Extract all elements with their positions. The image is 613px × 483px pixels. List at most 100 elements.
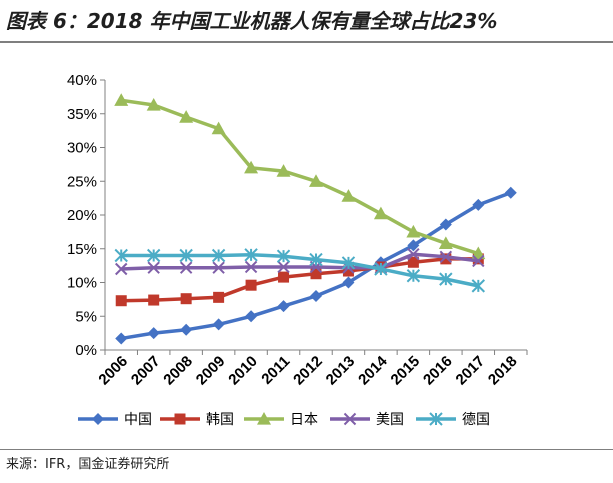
data-point: [114, 93, 129, 106]
series-line: [120, 98, 479, 256]
legend-label: 中国: [124, 412, 152, 428]
y-tick-label: 35%: [67, 106, 97, 123]
data-point: [212, 318, 225, 331]
data-point: [310, 290, 322, 302]
data-point: [212, 261, 225, 274]
data-point: [146, 248, 161, 263]
x-tick-label: 2015: [388, 353, 424, 389]
y-tick-label: 40%: [67, 72, 97, 89]
series-group: [114, 248, 486, 293]
data-point: [504, 186, 517, 199]
data-point: [438, 236, 453, 249]
data-point: [471, 279, 486, 293]
data-point: [245, 279, 257, 291]
data-point: [309, 174, 323, 187]
data-point: [211, 121, 226, 135]
y-tick-label: 30%: [67, 140, 97, 157]
y-tick-label: 20%: [67, 207, 97, 224]
data-point: [439, 272, 453, 286]
line-chart: 0%5%10%15%20%25%30%35%40% 20062007200820…: [67, 72, 528, 428]
data-point: [244, 260, 258, 274]
y-tick-label: 25%: [67, 173, 97, 190]
data-point: [472, 198, 485, 211]
data-point: [341, 256, 356, 270]
legend-item: 日本: [244, 412, 318, 428]
series-group: [115, 253, 484, 307]
y-tick-labels: 0% 5% 10% 15% 20% 25% 30% 35% 40%: [67, 72, 105, 359]
data-point: [115, 332, 128, 345]
data-point: [407, 256, 419, 268]
legend-swatch-marker: [174, 413, 186, 425]
data-point: [276, 164, 291, 177]
data-point: [180, 293, 192, 305]
legend-label: 韩国: [206, 412, 234, 428]
x-tick-label: 2008: [160, 353, 196, 389]
series-group: [114, 93, 486, 260]
data-point: [342, 276, 355, 289]
data-point: [213, 291, 225, 303]
data-point: [277, 300, 290, 313]
source-divider: [0, 449, 613, 450]
legend-item: 韩国: [160, 412, 234, 428]
source-note: 来源：IFR，国金证券研究所: [6, 457, 170, 472]
x-tick-label: 2010: [225, 353, 261, 389]
chart-legend: 中国 韩国 日本 美国 德国: [78, 412, 490, 428]
data-point: [472, 254, 485, 268]
legend-swatch-marker: [343, 412, 357, 426]
data-point: [114, 248, 128, 263]
legend-label: 德国: [462, 412, 490, 428]
x-tick-label: 2011: [258, 353, 293, 388]
data-point: [439, 250, 453, 264]
x-tick-label: 2009: [193, 353, 229, 389]
x-tick-label: 2016: [420, 353, 456, 389]
legend-swatch-marker: [257, 412, 271, 425]
data-point: [471, 246, 486, 260]
title-divider: [0, 41, 613, 43]
y-tick-label: 15%: [67, 241, 97, 258]
data-point: [309, 252, 323, 267]
legend-swatch-marker: [92, 413, 104, 425]
data-point: [244, 160, 259, 174]
series-group: [115, 186, 517, 345]
data-point: [341, 189, 356, 202]
x-tick-label: 2018: [485, 353, 521, 389]
series-line: [121, 253, 479, 288]
y-tick-label: 10%: [67, 275, 97, 292]
data-point: [406, 224, 421, 238]
data-point: [276, 249, 291, 263]
data-point: [147, 261, 160, 274]
data-point: [310, 268, 322, 280]
data-point: [406, 269, 421, 283]
data-point: [245, 310, 258, 323]
legend-item: 德国: [416, 412, 490, 428]
series-line: [121, 257, 479, 303]
data-point: [407, 247, 420, 261]
x-tick-label: 2012: [290, 353, 326, 389]
series-line: [121, 252, 479, 271]
legend-label: 美国: [376, 412, 404, 428]
x-tick-label: 2014: [355, 352, 391, 388]
data-point: [407, 239, 420, 252]
y-tick-label: 5%: [75, 308, 97, 325]
legend-item: 中国: [78, 412, 152, 428]
legend-label: 日本: [290, 412, 318, 428]
data-point: [147, 327, 160, 340]
data-point: [342, 265, 354, 277]
x-tick-labels: 2006200720082009201020112012201320142015…: [95, 350, 528, 389]
data-point: [440, 253, 452, 265]
x-tick-label: 2006: [95, 353, 131, 389]
data-point: [115, 262, 128, 276]
x-tick-label: 2017: [453, 353, 489, 389]
x-tick-label: 2007: [128, 353, 164, 389]
data-point: [277, 260, 290, 274]
figure-title: 图表 6：2018 年中国工业机器人保有量全球占比23%: [6, 9, 498, 33]
data-point: [146, 97, 161, 111]
x-tick-label: 2013: [323, 353, 359, 389]
legend-item: 美国: [330, 412, 404, 428]
data-point: [115, 295, 127, 307]
data-point: [278, 271, 290, 283]
series-group: [115, 247, 485, 276]
data-point: [180, 323, 193, 336]
data-point: [244, 248, 258, 262]
data-point: [179, 261, 193, 274]
